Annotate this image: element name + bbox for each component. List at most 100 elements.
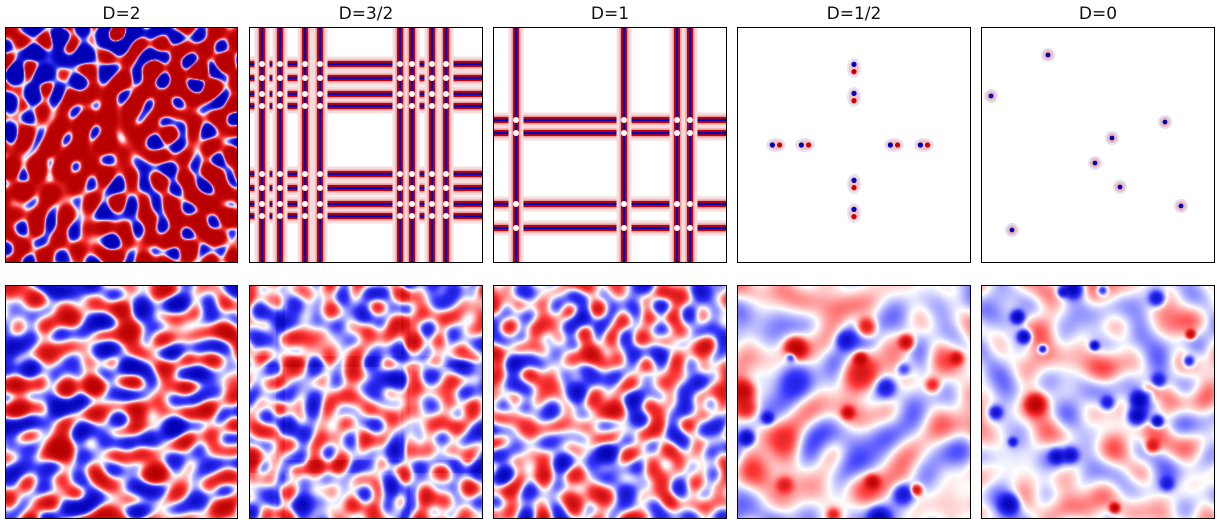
sheet-crossing <box>674 130 680 136</box>
sheet-crossing <box>259 91 265 97</box>
sheet-vertical <box>444 28 448 262</box>
sheet-vertical <box>688 28 692 262</box>
sheet-crossing <box>443 103 449 109</box>
sheet-crossing <box>259 185 265 191</box>
sheet-horizontal <box>250 76 482 80</box>
isolated-point <box>1162 119 1168 125</box>
point-pair <box>925 142 931 148</box>
point-pair <box>851 69 857 75</box>
panel-top-d1 <box>493 27 727 263</box>
point-pair <box>917 142 923 148</box>
sheet-crossing <box>621 130 627 136</box>
sheet-crossing <box>409 171 415 177</box>
sheet-vertical <box>260 28 264 262</box>
sheet-vertical <box>514 28 518 262</box>
sheet-crossing <box>674 117 680 123</box>
sheet-crossing <box>259 171 265 177</box>
sheet-crossing <box>277 75 283 81</box>
sheet-crossing <box>317 103 323 109</box>
sheet-crossing <box>429 61 435 67</box>
sheet-crossing <box>259 201 265 207</box>
sheet-crossing <box>429 103 435 109</box>
field-image-bottom-d1 <box>494 286 726 518</box>
sheet-crossing <box>621 225 627 231</box>
sheet-crossing <box>621 117 627 123</box>
sheet-crossing <box>513 117 519 123</box>
sheet-crossing <box>409 61 415 67</box>
panel-bottom-d0 <box>981 285 1215 519</box>
point-pair <box>851 206 857 212</box>
panel-bottom-d1-2 <box>737 285 971 519</box>
sheet-vertical <box>622 28 626 262</box>
field-image-top-d0 <box>984 48 1188 237</box>
sheet-crossing <box>409 185 415 191</box>
sheet-crossing <box>317 91 323 97</box>
point-pair <box>806 142 812 148</box>
isolated-point <box>1109 135 1115 141</box>
sheet-vertical <box>430 28 434 262</box>
sheet-crossing <box>409 91 415 97</box>
point-pair <box>798 142 804 148</box>
sheet-vertical <box>410 28 414 262</box>
sheet-crossing <box>397 61 403 67</box>
sheet-crossing <box>429 185 435 191</box>
point-pair <box>851 90 857 96</box>
sheet-horizontal <box>250 172 482 176</box>
point-pair <box>887 142 893 148</box>
isolated-point <box>1092 160 1098 166</box>
sheet-crossing <box>397 171 403 177</box>
sheet-crossing <box>277 185 283 191</box>
column-title-d0: D=0 <box>1078 4 1118 24</box>
sheet-horizontal <box>250 202 482 206</box>
sheet-crossing <box>317 201 323 207</box>
sheet-crossing <box>409 213 415 219</box>
sheet-crossing <box>259 61 265 67</box>
sheet-crossing <box>317 185 323 191</box>
isolated-point <box>1045 52 1051 58</box>
sheet-crossing <box>277 103 283 109</box>
field-image-top-d1 <box>494 28 726 262</box>
field-image-bottom-d3-2 <box>250 286 482 518</box>
panel-top-d1-2 <box>737 27 971 263</box>
isolated-point <box>988 93 994 99</box>
sheet-crossing <box>429 213 435 219</box>
sheet-crossing <box>409 201 415 207</box>
sheet-crossing <box>317 213 323 219</box>
point-pair <box>777 142 783 148</box>
sheet-horizontal <box>250 62 482 66</box>
sheet-crossing <box>317 75 323 81</box>
sheet-crossing <box>429 91 435 97</box>
field-image-top-d3-2 <box>250 28 482 262</box>
sheet-crossing <box>409 75 415 81</box>
sheet-crossing <box>317 61 323 67</box>
sheet-crossing <box>687 117 693 123</box>
sheet-crossing <box>317 171 323 177</box>
sheet-crossing <box>302 103 308 109</box>
isolated-point <box>1117 184 1123 190</box>
sheet-crossing <box>302 75 308 81</box>
sheet-crossing <box>409 103 415 109</box>
column-title-d1-2: D=1/2 <box>826 4 882 24</box>
sheet-crossing <box>674 225 680 231</box>
point-pair <box>895 142 901 148</box>
field-image-top-d2 <box>6 28 237 262</box>
point-pair <box>851 214 857 220</box>
point-pair <box>851 185 857 191</box>
sheet-horizontal <box>250 214 482 218</box>
field-image-bottom-d0 <box>982 286 1214 518</box>
sheet-vertical <box>398 28 402 262</box>
sheet-crossing <box>513 201 519 207</box>
sheet-crossing <box>277 201 283 207</box>
sheet-crossing <box>397 201 403 207</box>
column-title-d3-2: D=3/2 <box>338 4 394 24</box>
sheet-crossing <box>429 75 435 81</box>
sheet-crossing <box>621 201 627 207</box>
sheet-crossing <box>302 201 308 207</box>
sheet-crossing <box>687 225 693 231</box>
point-pair <box>851 61 857 67</box>
sheet-horizontal <box>494 226 726 230</box>
sheet-horizontal <box>494 131 726 135</box>
field-image-bottom-d1-2 <box>738 286 970 518</box>
sheet-vertical <box>303 28 307 262</box>
sheet-crossing <box>302 91 308 97</box>
